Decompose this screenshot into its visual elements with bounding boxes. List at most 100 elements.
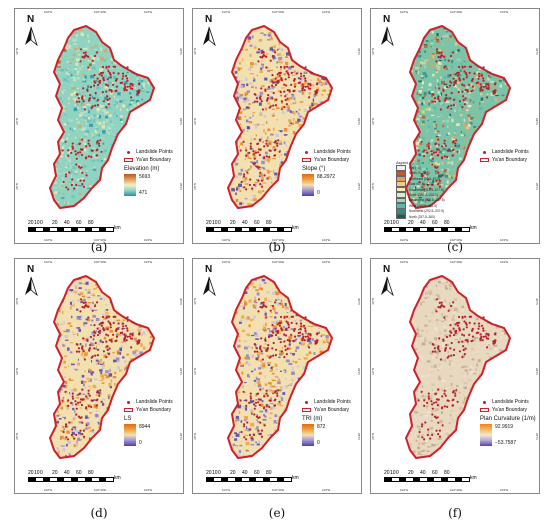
landslide-point (259, 171, 262, 174)
landslide-point (99, 79, 102, 82)
aspect-legend: Aspect (°) Flat (−1) North (0–22.5) Northea… (396, 160, 456, 220)
landslide-point (97, 98, 100, 101)
longitude-label: 102°30'E (450, 238, 463, 242)
landslide-point (71, 428, 74, 431)
landslide-point (435, 429, 438, 432)
landslide-point (115, 77, 118, 81)
landslide-point (429, 437, 432, 440)
landslide-point (108, 339, 111, 342)
landslide-point (461, 65, 464, 68)
landslide-point (284, 78, 287, 81)
landslide-point (96, 141, 99, 144)
landslide-point (130, 96, 133, 99)
landslide-point (443, 142, 446, 145)
landslide-point (454, 142, 457, 145)
landslide-point (441, 174, 444, 177)
scale-tick-label: 40 (64, 220, 70, 226)
landslide-point (435, 166, 438, 169)
landslide-point (106, 95, 109, 98)
scale-tick-label: 80 (88, 220, 94, 226)
longitude-label: 103°E (500, 488, 509, 492)
landslide-point (93, 97, 96, 100)
landslide-point (266, 394, 269, 397)
landslide-point (435, 298, 439, 301)
landslide-point (434, 350, 437, 353)
landslide-point (70, 151, 73, 154)
landslide-point (284, 98, 287, 102)
landslide-point-icon (127, 400, 130, 404)
landslide-point (438, 185, 442, 188)
scale-tick-label: 40 (420, 220, 426, 226)
landslide-point (290, 71, 293, 74)
landslide-point (264, 339, 267, 342)
legend-points: Landslide Points (124, 148, 182, 156)
landslide-point (75, 433, 78, 436)
longitude-label: 102°E (44, 488, 53, 492)
landslide-point (443, 305, 446, 308)
landslide-point (304, 77, 307, 80)
landslide-point (423, 188, 426, 191)
landslide-point (438, 301, 441, 304)
landslide-point (420, 425, 424, 428)
scale-tick-label: 60 (432, 470, 438, 476)
landslide-point (105, 333, 108, 336)
landslide-point (300, 325, 303, 328)
landslide-point (129, 87, 132, 90)
latitude-label: 28°N (179, 433, 183, 440)
landslide-point (482, 66, 485, 69)
landslide-point (123, 339, 126, 342)
landslide-point (461, 90, 464, 93)
legend-points: Landslide Points (124, 398, 182, 406)
aspect-class: Southeast (112.5–157.5) (396, 186, 456, 193)
landslide-point (299, 327, 302, 330)
landslide-point (73, 437, 76, 440)
landslide-point (457, 65, 461, 69)
landslide-point (257, 179, 260, 182)
landslide-point (245, 154, 248, 157)
landslide-point (271, 80, 274, 83)
legend-max: 88.2972 (317, 174, 336, 180)
landslide-point (255, 415, 258, 418)
longitude-label: 103°E (500, 260, 509, 264)
landslide-point (88, 98, 91, 101)
aspect-swatch (396, 181, 406, 188)
landslide-point (251, 437, 254, 440)
landslide-point (285, 320, 288, 323)
landslide-point (106, 328, 109, 331)
landslide-point (93, 54, 97, 58)
landslide-point (438, 179, 441, 182)
landslide-point (267, 335, 271, 339)
landslide-point (257, 398, 261, 401)
landslide-point (487, 71, 490, 74)
landslide-point (85, 406, 88, 409)
boundary-icon (480, 408, 489, 412)
landslide-point (272, 341, 275, 345)
landslide-point (86, 89, 89, 92)
landslide-point (290, 65, 293, 68)
north-label: N (383, 14, 391, 25)
landslide-point (109, 76, 112, 79)
terrain-map (404, 24, 512, 210)
scale-tick-label: 0 (396, 470, 399, 476)
aspect-class-label: West (247.5–292.5) (409, 203, 437, 208)
landslide-point (257, 401, 260, 404)
landslide-point (261, 358, 264, 361)
landslide-point (445, 335, 449, 339)
landslide-point (301, 337, 304, 340)
landslide-point (131, 334, 134, 337)
scale-tick-label: 0 (396, 220, 399, 226)
aspect-class: Northeast (22.5–67.5) (396, 176, 456, 182)
landslide-point (453, 348, 456, 351)
landslide-point (284, 95, 287, 98)
landslide-point (283, 90, 286, 93)
landslide-point (437, 138, 440, 141)
landslide-point (449, 304, 453, 308)
landslide-point (277, 389, 280, 392)
latitude-label: 28°N (357, 183, 361, 190)
landslide-point (106, 348, 109, 352)
landslide-point (279, 341, 282, 344)
landslide-point (464, 315, 467, 318)
landslide-point (283, 65, 286, 68)
landslide-point (81, 183, 84, 186)
landslide-point (265, 139, 268, 142)
